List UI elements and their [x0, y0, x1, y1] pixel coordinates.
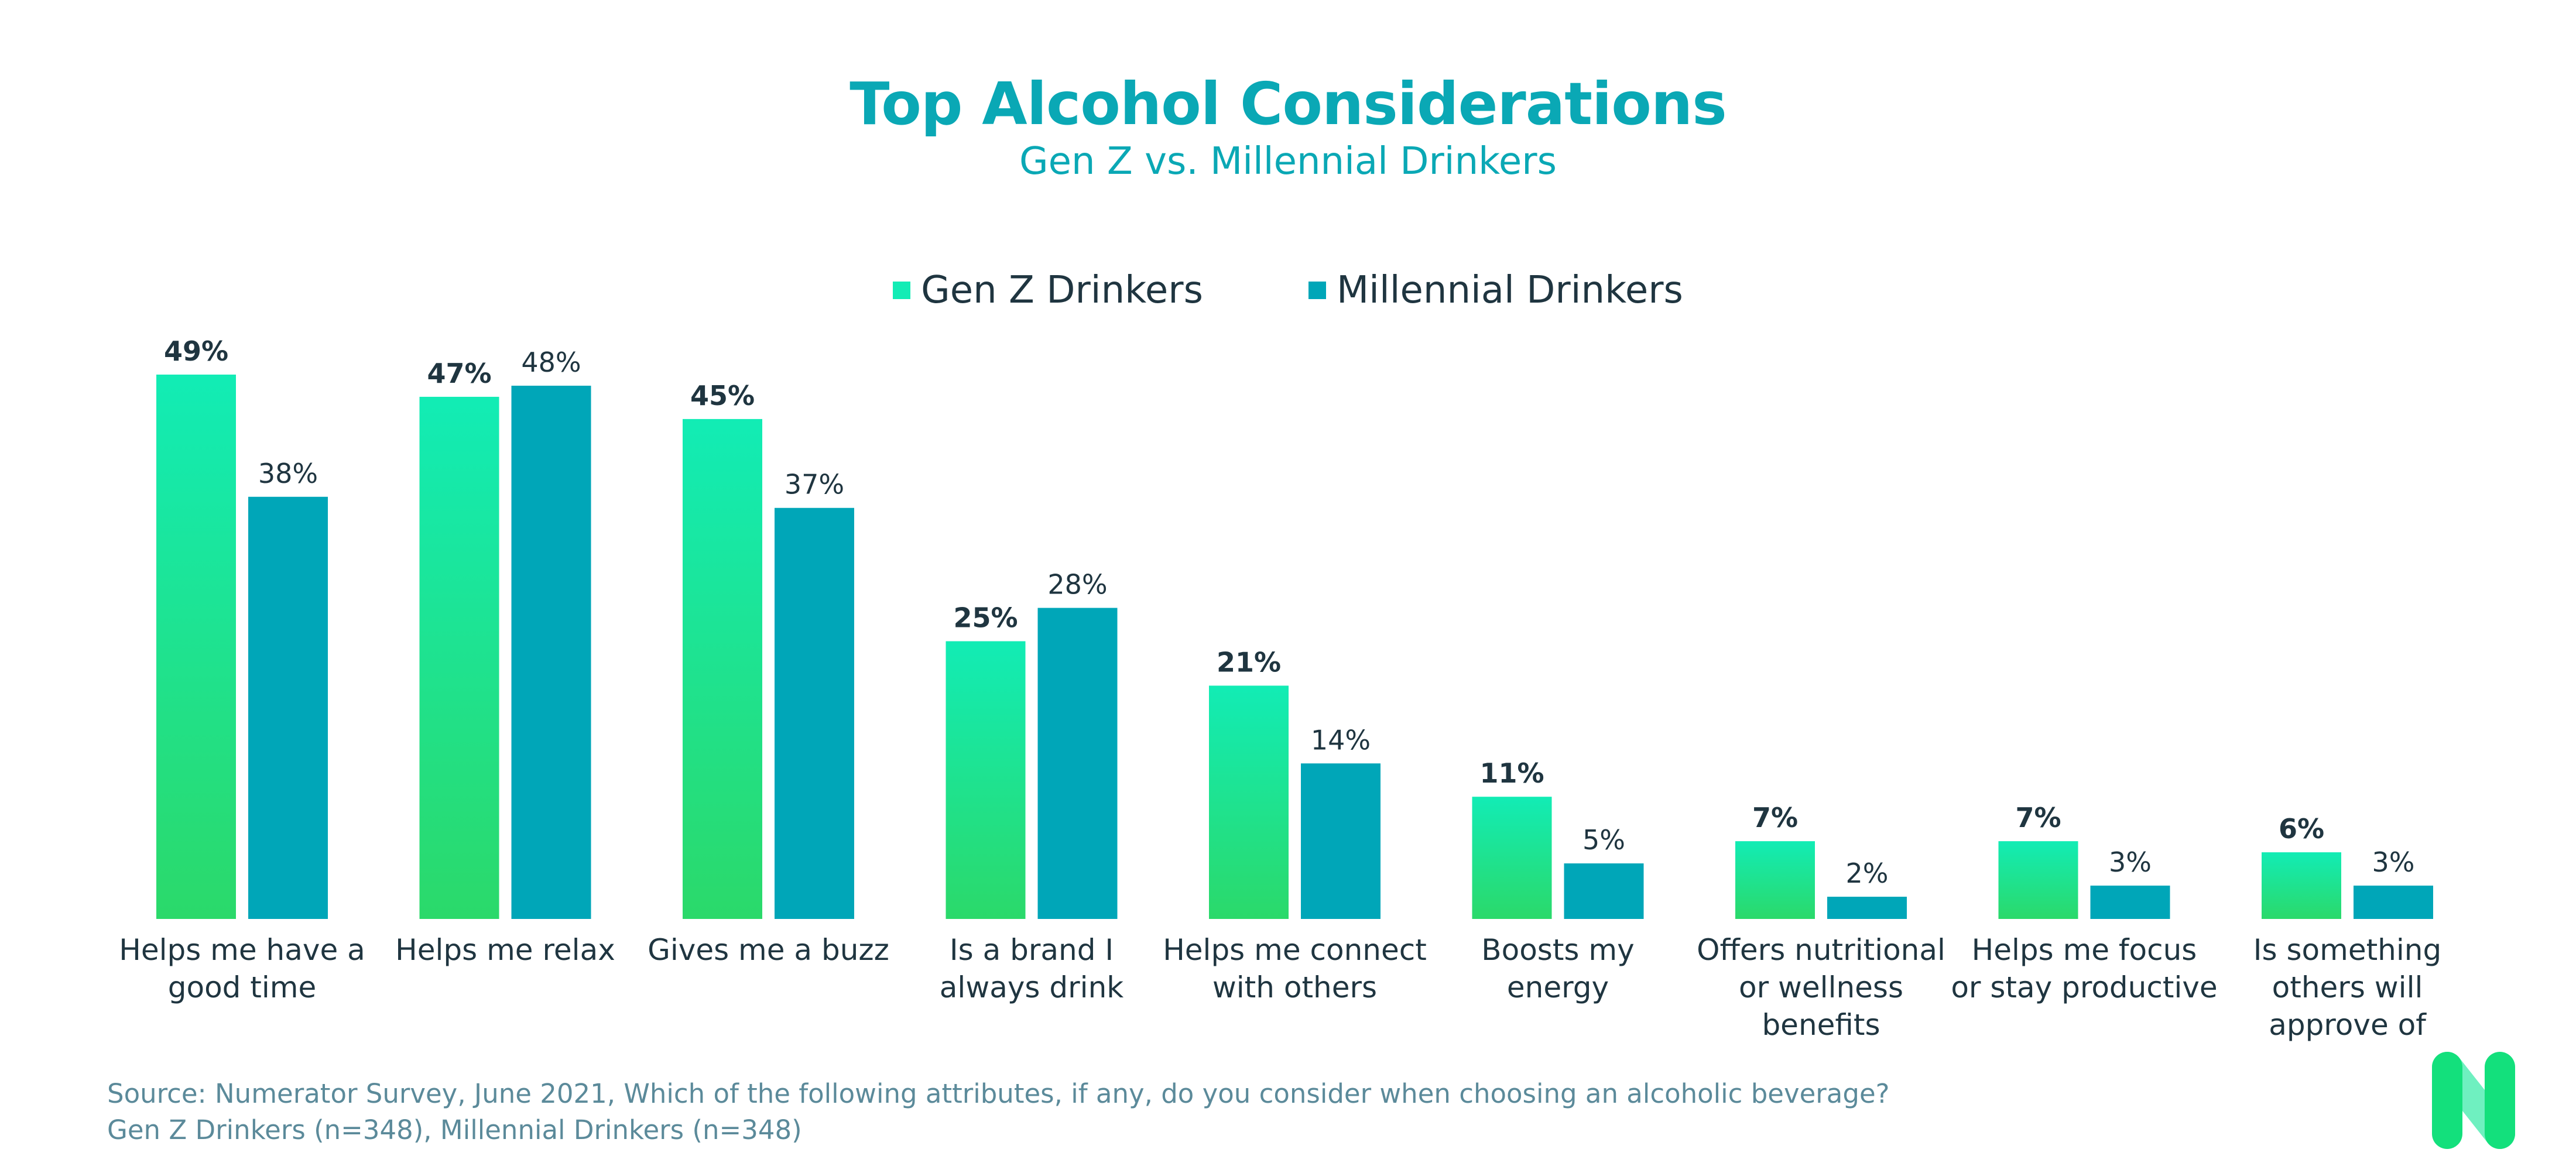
category-label-9: Is something others will approve of	[2253, 933, 2441, 1042]
value-label-millennial-drinkers-7: 2%	[1846, 857, 1889, 889]
value-label-gen-z-drinkers-2: 47%	[427, 358, 491, 389]
value-label-gen-z-drinkers-3: 45%	[690, 380, 755, 411]
bar-millennial-drinkers-9	[2354, 886, 2433, 919]
bar-gen-z-drinkers-2	[419, 396, 499, 919]
source-line-1: Source: Numerator Survey, June 2021, Whi…	[107, 1078, 1890, 1109]
value-label-gen-z-drinkers-1: 49%	[164, 335, 228, 367]
legend-item-millennial: Millennial Drinkers	[1308, 267, 1683, 314]
category-label-line: benefits	[1762, 1008, 1880, 1042]
chart-title: Top Alcohol Considerations	[849, 70, 1727, 138]
bar-millennial-drinkers-8	[2090, 886, 2170, 919]
chart-subtitle: Gen Z vs. Millennial Drinkers	[1019, 140, 1557, 183]
bar-millennial-drinkers-6	[1564, 863, 1644, 919]
category-label-line: Is a brand I	[950, 933, 1114, 967]
category-label-line: good time	[168, 970, 317, 1004]
bar-gen-z-drinkers-6	[1472, 797, 1552, 919]
value-label-millennial-drinkers-1: 38%	[258, 458, 318, 489]
category-label-6: Boosts my energy	[1481, 933, 1634, 1004]
value-label-millennial-drinkers-9: 3%	[2372, 846, 2415, 878]
category-label-7: Offers nutritional or wellness benefits	[1697, 933, 1945, 1042]
bar-millennial-drinkers-7	[1827, 897, 1907, 919]
bar-gen-z-drinkers-9	[2262, 852, 2341, 919]
category-label-line: others will	[2272, 970, 2423, 1004]
category-label-1: Helps me have a good time	[119, 933, 365, 1004]
value-label-gen-z-drinkers-5: 21%	[1217, 646, 1281, 678]
bar-millennial-drinkers-3	[775, 507, 854, 919]
category-labels-group: Helps me have a good time Helps me relax Gi…	[119, 933, 2441, 1042]
bar-millennial-drinkers-4	[1037, 608, 1118, 919]
bar-millennial-drinkers-2	[511, 385, 591, 919]
value-label-millennial-drinkers-5: 14%	[1311, 724, 1371, 756]
category-label-line: Boosts my	[1481, 933, 1634, 967]
legend-label-millennial: Millennial Drinkers	[1336, 269, 1683, 312]
legend-swatch-millennial	[1308, 282, 1326, 299]
category-label-line: or wellness	[1739, 970, 1903, 1004]
category-label-line: Helps me have a	[119, 933, 365, 967]
bar-gen-z-drinkers-4	[946, 641, 1026, 919]
numerator-n-logo-icon	[2432, 1052, 2515, 1149]
value-label-gen-z-drinkers-8: 7%	[2015, 802, 2061, 833]
source-note: Source: Numerator Survey, June 2021, Whi…	[107, 1076, 1890, 1148]
value-label-gen-z-drinkers-6: 11%	[1479, 757, 1544, 789]
category-label-line: Offers nutritional	[1697, 933, 1945, 967]
value-labels-group: 49% 38% 47% 48% 45% 37% 25% 28% 21% 14% 11% 5% 7% 2% 7…	[164, 335, 2415, 889]
category-label-5: Helps me connect with others	[1163, 933, 1427, 1004]
value-label-gen-z-drinkers-7: 7%	[1752, 802, 1798, 833]
category-label-3: Gives me a buzz	[648, 933, 889, 967]
source-line-2: Gen Z Drinkers (n=348), Millennial Drink…	[107, 1114, 802, 1145]
value-label-gen-z-drinkers-9: 6%	[2279, 813, 2324, 845]
value-label-millennial-drinkers-3: 37%	[785, 469, 844, 500]
category-label-line: or stay productive	[1951, 970, 2217, 1004]
value-label-millennial-drinkers-8: 3%	[2109, 846, 2152, 878]
chart-legend: Gen Z Drinkers Millennial Drinkers	[0, 267, 2576, 314]
category-label-line: approve of	[2269, 1008, 2427, 1042]
category-label-2: Helps me relax	[395, 933, 615, 967]
bar-gen-z-drinkers-5	[1209, 685, 1289, 919]
legend-swatch-genz	[893, 282, 911, 299]
value-label-gen-z-drinkers-4: 25%	[953, 602, 1018, 634]
bar-gen-z-drinkers-3	[683, 419, 762, 919]
category-label-line: Helps me connect	[1163, 933, 1427, 967]
bar-gen-z-drinkers-8	[1998, 841, 2078, 919]
value-label-millennial-drinkers-4: 28%	[1047, 569, 1107, 601]
bars-group	[156, 374, 2433, 919]
category-label-line: energy	[1507, 970, 1609, 1004]
category-label-line: Gives me a buzz	[648, 933, 889, 967]
category-label-8: Helps me focus or stay productive	[1951, 933, 2217, 1004]
category-label-line: always drink	[940, 970, 1123, 1004]
category-label-line: Is something	[2253, 933, 2441, 967]
legend-item-genz: Gen Z Drinkers	[893, 267, 1203, 314]
value-label-millennial-drinkers-2: 48%	[521, 347, 581, 378]
category-label-line: Helps me relax	[395, 933, 615, 967]
bar-millennial-drinkers-1	[248, 496, 328, 919]
bar-gen-z-drinkers-7	[1735, 841, 1815, 919]
bar-millennial-drinkers-5	[1301, 763, 1381, 919]
category-label-line: with others	[1212, 970, 1377, 1004]
bar-gen-z-drinkers-1	[156, 374, 236, 919]
category-label-line: Helps me focus	[1972, 933, 2197, 967]
legend-label-genz: Gen Z Drinkers	[921, 269, 1203, 312]
value-label-millennial-drinkers-6: 5%	[1582, 824, 1625, 856]
